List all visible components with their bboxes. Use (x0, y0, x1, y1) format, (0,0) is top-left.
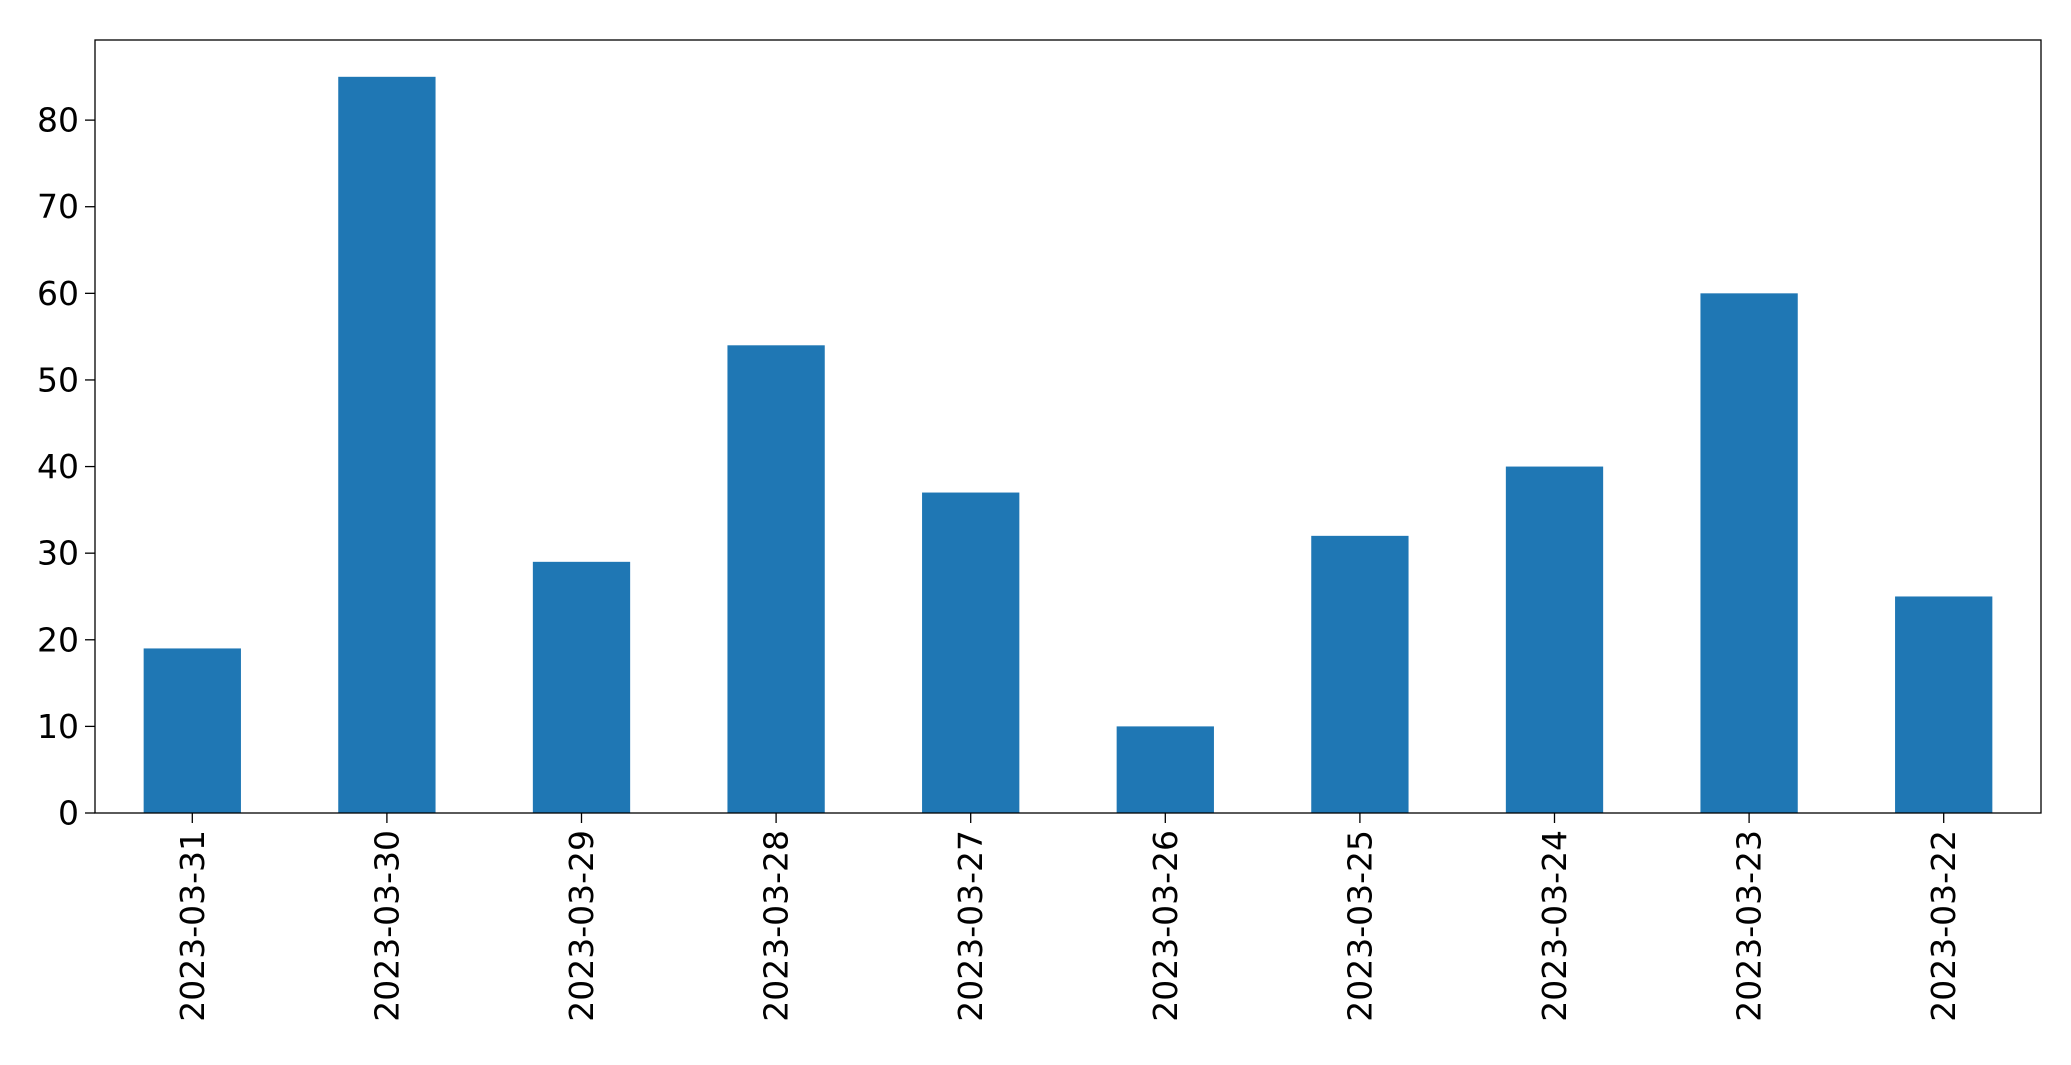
y-tick-label: 80 (37, 101, 79, 140)
bar (532, 561, 631, 813)
bar (1700, 293, 1798, 813)
y-tick-label: 30 (37, 534, 79, 573)
bar (1116, 726, 1214, 813)
x-tick-label: 2023-03-29 (562, 830, 601, 1022)
x-tick-label: 2023-03-26 (1146, 830, 1185, 1022)
y-tick-label: 10 (37, 707, 79, 746)
x-axis: 2023-03-31 2023-03-30 2023-03-29 2023-03-28… (173, 813, 1963, 1022)
bar (143, 648, 241, 813)
y-tick-label: 0 (58, 794, 79, 833)
bar (922, 492, 1020, 813)
y-tick-label: 20 (37, 620, 79, 659)
x-tick-label: 2023-03-30 (367, 830, 406, 1022)
bar (1505, 466, 1604, 813)
bar (1895, 596, 1993, 813)
x-tick-label: 2023-03-25 (1340, 830, 1379, 1022)
y-tick-label: 50 (37, 360, 79, 399)
bar (727, 345, 825, 813)
y-tick-label: 60 (37, 274, 79, 313)
x-tick-label: 2023-03-24 (1535, 830, 1574, 1022)
x-tick-label: 2023-03-23 (1730, 830, 1769, 1022)
x-tick-label: 2023-03-27 (951, 830, 990, 1022)
x-tick-label: 2023-03-31 (173, 830, 212, 1022)
bar (1311, 535, 1409, 813)
y-axis: 0 10 20 30 40 50 60 70 80 (37, 101, 95, 833)
y-tick-label: 70 (37, 187, 79, 226)
x-tick-label: 2023-03-28 (757, 830, 796, 1022)
y-tick-label: 40 (37, 447, 79, 486)
bars-layer (143, 76, 1993, 814)
plot-frame (94, 39, 2042, 814)
x-tick-label: 2023-03-22 (1924, 830, 1963, 1022)
bar (338, 76, 436, 814)
